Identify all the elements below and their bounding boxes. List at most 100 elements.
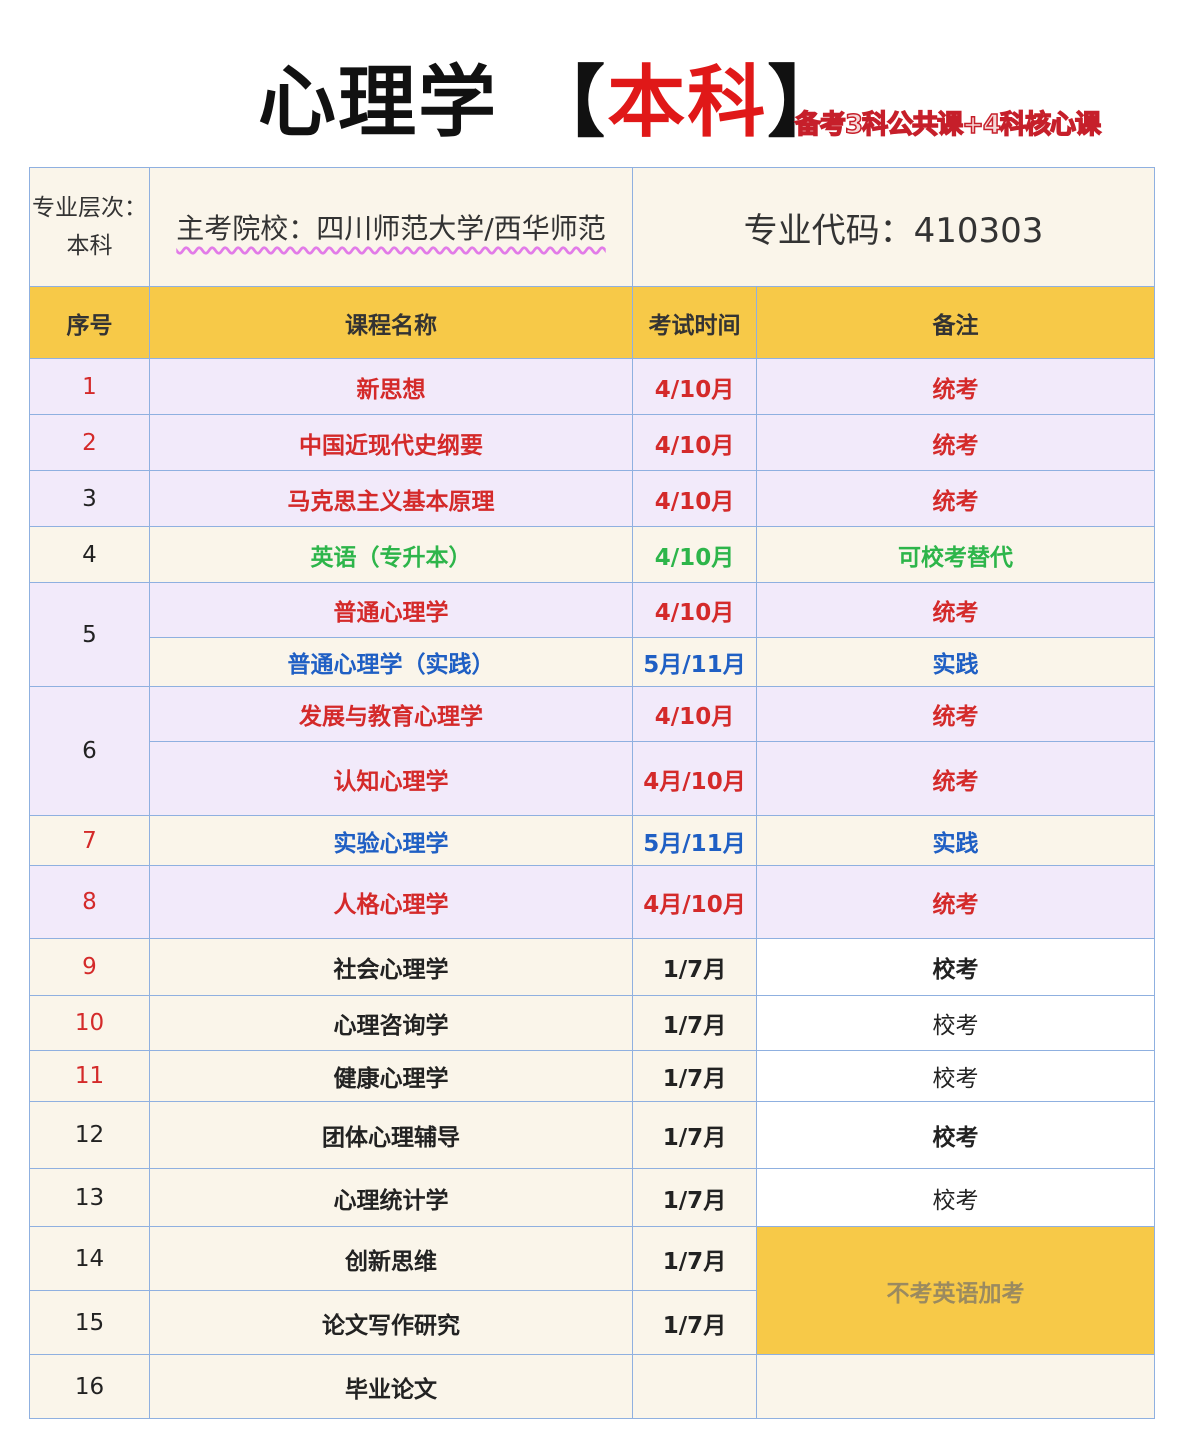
exam-time: 1/7月 (632, 995, 757, 1051)
note: 校考 (755, 1050, 1156, 1102)
note: 统考 (755, 470, 1156, 527)
table-row: 9 社会心理学 1/7月 校考 (29, 938, 1156, 996)
title-level: 本科 (607, 58, 768, 148)
course-name: 马克思主义基本原理 (149, 470, 633, 527)
course-name: 心理咨询学 (149, 995, 633, 1051)
course-name: 中国近现代史纲要 (149, 414, 633, 471)
table-row: 6 发展与教育心理学 4/10月 统考 (29, 686, 1156, 816)
row-no: 2 (29, 414, 150, 471)
header-no: 序号 (29, 286, 150, 359)
course-name: 人格心理学 (149, 865, 633, 939)
table-row: 15 论文写作研究 1/7月 (29, 1290, 1155, 1355)
course-name: 毕业论文 (149, 1354, 633, 1419)
subtitle: 备考3科公共课+4科核心课 (794, 109, 1101, 141)
row-no: 6 (29, 686, 150, 816)
table-row: 8 人格心理学 4月/10月 统考 (29, 865, 1156, 939)
header-course: 课程名称 (149, 286, 633, 359)
row-no: 11 (29, 1050, 150, 1102)
note-extra-exam: 不考英语加考 (755, 1226, 1156, 1355)
row-no: 4 (29, 526, 150, 583)
note: 实践 (755, 815, 1156, 866)
table-row: 14 创新思维 1/7月 不考英语加考 (29, 1226, 1156, 1355)
course-name: 创新思维 (149, 1226, 633, 1291)
course-name: 团体心理辅导 (149, 1101, 633, 1169)
exam-time: 4/10月 (632, 414, 757, 471)
course-name: 心理统计学 (149, 1168, 633, 1227)
course-name: 认知心理学 (149, 741, 633, 816)
course-name: 英语（专升本） (149, 526, 633, 583)
table-row: 1 新思想 4/10月 统考 (29, 358, 1156, 415)
exam-time: 4/10月 (632, 470, 757, 527)
header-note: 备注 (755, 286, 1156, 359)
course-name: 实验心理学 (149, 815, 633, 866)
exam-time: 4/10月 (632, 582, 757, 638)
row-no: 10 (29, 995, 150, 1051)
bracket-open: 【 (527, 58, 608, 148)
note: 统考 (755, 414, 1156, 471)
table-row: 12 团体心理辅导 1/7月 校考 (29, 1101, 1156, 1169)
note: 可校考替代 (755, 526, 1156, 583)
note: 实践 (755, 637, 1156, 687)
row-no: 15 (29, 1290, 150, 1355)
row-no: 7 (29, 815, 150, 866)
major-code: 专业代码：410303 (631, 167, 1156, 287)
course-name: 发展与教育心理学 (149, 686, 633, 742)
row-no: 9 (29, 938, 150, 996)
row-no: 3 (29, 470, 150, 527)
note (755, 1354, 1156, 1419)
note: 统考 (755, 865, 1156, 939)
note: 校考 (755, 938, 1156, 996)
exam-time: 1/7月 (632, 1226, 757, 1291)
table-row: 普通心理学（实践） 5月/11月 实践 (30, 637, 1156, 687)
exam-time: 1/7月 (632, 938, 757, 996)
exam-time: 4月/10月 (632, 741, 757, 816)
table-row: 2 中国近现代史纲要 4/10月 统考 (29, 414, 1156, 471)
course-name: 新思想 (149, 358, 633, 415)
course-name: 普通心理学 (149, 582, 633, 638)
course-name: 论文写作研究 (149, 1290, 633, 1355)
exam-time: 5月/11月 (632, 815, 757, 866)
table-row: 7 实验心理学 5月/11月 实践 (29, 815, 1156, 866)
table-row: 11 健康心理学 1/7月 校考 (29, 1050, 1156, 1102)
row-no: 5 (29, 582, 150, 687)
table-row: 16 毕业论文 (29, 1354, 1156, 1419)
bracket-close: 】 (767, 58, 848, 148)
page-title: 心理学 【本科】 (258, 40, 878, 152)
course-name: 社会心理学 (149, 938, 633, 996)
table-row: 13 心理统计学 1/7月 校考 (29, 1168, 1156, 1227)
title-main: 心理学 (258, 58, 499, 148)
exam-time: 1/7月 (632, 1168, 757, 1227)
note: 校考 (755, 1101, 1156, 1169)
row-no: 8 (29, 865, 150, 939)
exam-time (632, 1354, 757, 1419)
title-highlight: 【本科】 (527, 40, 878, 152)
table-row: 4 英语（专升本） 4/10月 可校考替代 (29, 526, 1156, 583)
major-level: 专业层次：本科 (29, 167, 150, 287)
exam-time: 1/7月 (632, 1050, 757, 1102)
exam-time: 4/10月 (632, 358, 757, 415)
note: 校考 (755, 995, 1156, 1051)
note: 统考 (755, 358, 1156, 415)
row-no: 13 (29, 1168, 150, 1227)
note: 统考 (755, 686, 1156, 742)
course-table: 专业层次：本科 主考院校：四川师范大学/西华师范 专业代码：410303 序号 … (29, 167, 1156, 1419)
table-row: 10 心理咨询学 1/7月 校考 (29, 995, 1156, 1051)
course-name: 普通心理学（实践） (149, 637, 633, 687)
note: 统考 (755, 582, 1156, 638)
exam-time: 4月/10月 (632, 865, 757, 939)
exam-school: 主考院校：四川师范大学/西华师范 (149, 167, 633, 287)
exam-time: 4/10月 (632, 526, 757, 583)
table-row: 认知心理学 4月/10月 统考 (30, 741, 1156, 816)
course-name: 健康心理学 (149, 1050, 633, 1102)
exam-time: 1/7月 (632, 1101, 757, 1169)
exam-time: 1/7月 (632, 1290, 757, 1355)
note: 校考 (755, 1168, 1156, 1227)
note: 统考 (755, 741, 1156, 816)
row-no: 14 (29, 1226, 150, 1291)
table-row: 3 马克思主义基本原理 4/10月 统考 (29, 470, 1156, 527)
header-time: 考试时间 (632, 286, 757, 359)
row-no: 1 (29, 358, 150, 415)
row-no: 16 (29, 1354, 150, 1419)
table-row: 5 普通心理学 4/10月 统考 (29, 582, 1156, 687)
row-no: 12 (29, 1101, 150, 1169)
